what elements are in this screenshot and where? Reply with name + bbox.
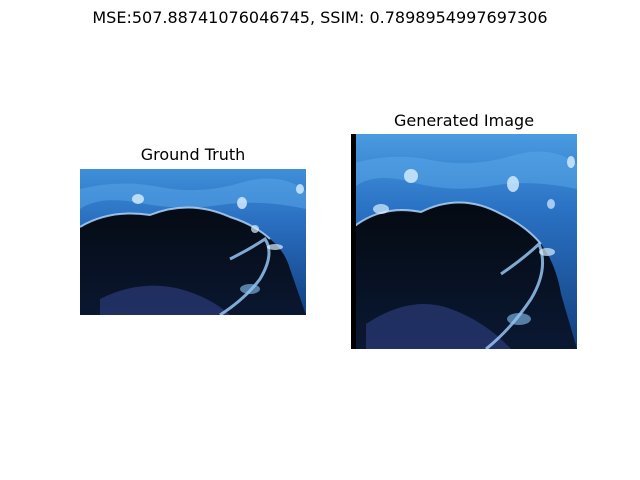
black-border-strip xyxy=(351,134,356,349)
ground-truth-water-splash xyxy=(80,169,306,315)
figure-title: MSE:507.88741076046745, SSIM: 0.78989549… xyxy=(92,8,548,27)
generated-image-title: Generated Image xyxy=(393,111,535,130)
generated-image xyxy=(351,134,577,349)
ground-truth-image xyxy=(80,169,306,315)
generated-water-splash xyxy=(351,134,577,349)
ground-truth-title: Ground Truth xyxy=(140,145,246,164)
